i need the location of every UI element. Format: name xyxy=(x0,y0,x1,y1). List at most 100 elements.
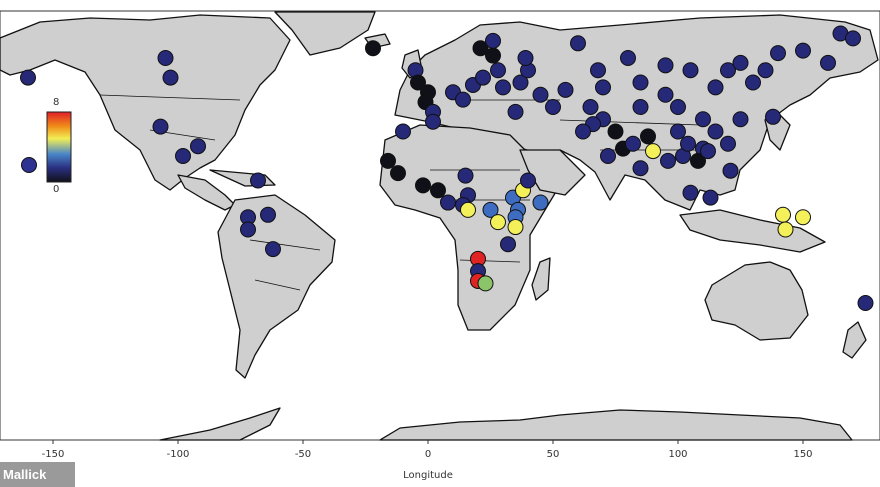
site-marker xyxy=(657,57,674,74)
site-marker xyxy=(757,62,774,79)
site-marker xyxy=(700,143,716,160)
site-marker xyxy=(632,74,649,91)
site-marker xyxy=(477,275,494,292)
australia xyxy=(704,261,809,341)
site-marker xyxy=(507,103,524,120)
site-marker xyxy=(460,201,476,218)
site-marker xyxy=(365,40,381,57)
x-tick-label: 100 xyxy=(668,449,687,460)
site-marker xyxy=(690,152,706,169)
site-marker xyxy=(680,135,696,152)
site-marker xyxy=(500,236,516,253)
south-america xyxy=(217,194,336,379)
site-marker xyxy=(507,219,524,236)
marker-layer xyxy=(20,25,874,311)
site-marker xyxy=(632,160,649,177)
site-marker xyxy=(720,135,736,152)
site-marker xyxy=(820,54,836,71)
site-marker xyxy=(590,62,606,79)
north-america xyxy=(0,14,291,191)
x-tick-label: -150 xyxy=(42,449,65,460)
site-marker xyxy=(260,206,276,223)
site-marker xyxy=(732,111,749,128)
site-marker xyxy=(240,221,256,238)
site-marker xyxy=(190,138,206,155)
site-marker xyxy=(795,209,811,226)
site-marker xyxy=(532,86,549,103)
site-marker xyxy=(770,45,786,62)
site-marker xyxy=(520,172,536,189)
site-marker xyxy=(457,167,474,184)
site-marker xyxy=(695,111,711,128)
site-marker xyxy=(575,123,591,140)
x-tick-label: -100 xyxy=(167,449,190,460)
site-marker xyxy=(595,79,611,96)
x-tick-label: 0 xyxy=(425,449,431,460)
site-marker xyxy=(702,189,719,206)
site-marker xyxy=(472,40,489,57)
site-marker xyxy=(660,152,676,169)
site-marker xyxy=(720,62,736,79)
site-marker xyxy=(495,79,511,96)
x-tick-label: 150 xyxy=(793,449,812,460)
site-marker xyxy=(455,91,471,108)
africa xyxy=(379,124,561,331)
site-marker xyxy=(557,81,574,98)
site-marker xyxy=(545,99,561,115)
credit-watermark: Mallick xyxy=(0,462,75,487)
site-marker xyxy=(410,74,426,91)
site-marker xyxy=(380,152,396,169)
site-marker xyxy=(475,69,491,86)
site-marker xyxy=(250,172,266,189)
x-axis: -150 -100 -50 0 50 100 150 xyxy=(42,440,813,460)
antarctic-peninsula xyxy=(159,407,281,441)
colorbar: 8 0 xyxy=(21,97,72,195)
x-tick-label: -50 xyxy=(295,449,311,460)
colorbar-top-label: 8 xyxy=(53,97,59,108)
indonesia xyxy=(679,209,826,253)
site-marker xyxy=(625,135,641,152)
site-marker xyxy=(395,123,411,140)
site-marker xyxy=(777,221,794,238)
site-marker xyxy=(415,177,431,194)
site-marker xyxy=(265,241,281,258)
arabia xyxy=(519,149,586,196)
site-marker xyxy=(657,86,674,103)
site-marker xyxy=(707,79,724,96)
site-marker xyxy=(425,113,441,130)
site-marker xyxy=(175,148,191,164)
site-marker xyxy=(682,184,699,201)
site-marker xyxy=(707,123,724,140)
site-marker xyxy=(570,35,586,52)
site-marker xyxy=(765,108,781,125)
colorbar-gradient xyxy=(46,111,72,183)
site-marker xyxy=(732,54,749,71)
site-marker xyxy=(845,30,861,47)
central-america xyxy=(177,174,236,211)
site-marker xyxy=(745,74,761,91)
site-marker xyxy=(640,128,656,145)
site-marker xyxy=(857,295,874,311)
site-marker xyxy=(600,148,616,164)
site-marker xyxy=(582,99,599,115)
site-marker xyxy=(670,99,686,115)
site-marker xyxy=(440,194,456,211)
antarctica xyxy=(379,409,853,441)
greenland xyxy=(274,11,376,56)
site-marker xyxy=(490,214,506,231)
site-marker xyxy=(485,32,501,49)
site-marker xyxy=(607,123,624,140)
site-marker xyxy=(670,123,686,140)
site-marker xyxy=(482,201,499,218)
site-marker xyxy=(795,42,811,59)
site-marker xyxy=(430,182,446,199)
site-marker xyxy=(157,50,174,66)
site-marker xyxy=(620,50,636,66)
site-marker xyxy=(20,69,36,86)
x-tick-label: 50 xyxy=(547,449,560,460)
site-marker xyxy=(490,62,506,79)
site-marker xyxy=(632,99,649,115)
colorbar-bottom-label: 0 xyxy=(53,184,59,195)
site-marker xyxy=(152,118,169,135)
